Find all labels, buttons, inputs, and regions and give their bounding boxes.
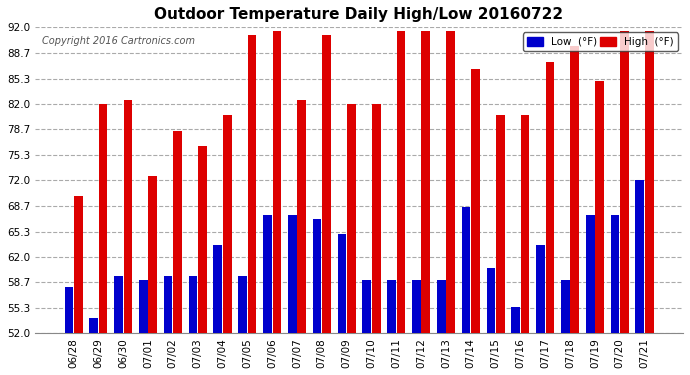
Bar xyxy=(213,245,222,333)
Bar xyxy=(223,115,232,333)
Bar xyxy=(521,115,529,333)
Bar xyxy=(446,31,455,333)
Bar xyxy=(611,215,620,333)
Bar xyxy=(288,215,297,333)
Bar xyxy=(337,234,346,333)
Bar xyxy=(198,146,207,333)
Bar xyxy=(620,31,629,333)
Bar xyxy=(486,268,495,333)
Bar xyxy=(437,280,446,333)
Bar xyxy=(471,69,480,333)
Bar xyxy=(546,62,554,333)
Bar xyxy=(561,280,570,333)
Bar xyxy=(99,104,108,333)
Bar xyxy=(462,207,471,333)
Bar xyxy=(164,276,172,333)
Bar xyxy=(74,196,83,333)
Text: Copyright 2016 Cartronics.com: Copyright 2016 Cartronics.com xyxy=(41,36,195,46)
Bar xyxy=(322,35,331,333)
Bar xyxy=(148,177,157,333)
Bar xyxy=(511,306,520,333)
Bar xyxy=(422,31,430,333)
Bar xyxy=(571,46,579,333)
Bar xyxy=(173,130,182,333)
Bar xyxy=(645,31,653,333)
Bar xyxy=(536,245,545,333)
Bar xyxy=(635,180,644,333)
Bar xyxy=(114,276,123,333)
Bar xyxy=(397,31,405,333)
Bar xyxy=(412,280,421,333)
Bar xyxy=(139,280,148,333)
Bar xyxy=(273,31,282,333)
Legend: Low  (°F), High  (°F): Low (°F), High (°F) xyxy=(523,33,678,51)
Bar xyxy=(387,280,396,333)
Bar xyxy=(124,100,132,333)
Bar xyxy=(586,215,595,333)
Bar xyxy=(248,35,257,333)
Bar xyxy=(297,100,306,333)
Bar xyxy=(372,104,380,333)
Bar xyxy=(313,219,322,333)
Bar xyxy=(188,276,197,333)
Bar xyxy=(263,215,272,333)
Bar xyxy=(347,104,356,333)
Bar xyxy=(496,115,504,333)
Bar xyxy=(64,287,73,333)
Bar xyxy=(89,318,98,333)
Title: Outdoor Temperature Daily High/Low 20160722: Outdoor Temperature Daily High/Low 20160… xyxy=(155,7,564,22)
Bar xyxy=(238,276,247,333)
Bar xyxy=(595,81,604,333)
Bar xyxy=(362,280,371,333)
